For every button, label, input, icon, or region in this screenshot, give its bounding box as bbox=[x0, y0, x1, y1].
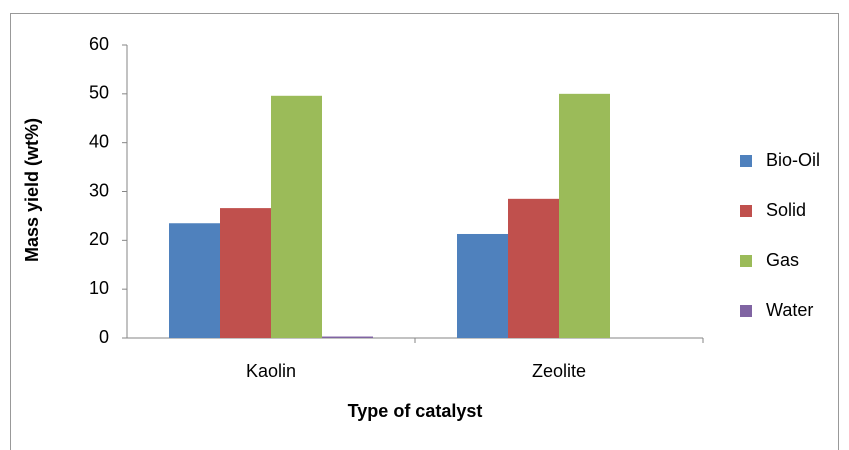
y-tick-label: 40 bbox=[89, 131, 109, 151]
legend-swatch bbox=[740, 255, 752, 267]
x-tick-label: Kaolin bbox=[246, 361, 296, 381]
y-tick-label: 50 bbox=[89, 83, 109, 103]
bar bbox=[322, 336, 373, 338]
legend-label: Water bbox=[766, 300, 813, 320]
bar bbox=[508, 198, 559, 338]
x-axis-title: Type of catalyst bbox=[348, 401, 483, 421]
chart-border bbox=[10, 13, 839, 450]
bar bbox=[169, 223, 220, 338]
legend-label: Gas bbox=[766, 250, 799, 270]
y-tick-label: 60 bbox=[89, 34, 109, 54]
legend-swatch bbox=[740, 305, 752, 317]
x-tick-label: Zeolite bbox=[532, 361, 586, 381]
y-tick-label: 20 bbox=[89, 229, 109, 249]
legend-label: Solid bbox=[766, 200, 806, 220]
legend-swatch bbox=[740, 205, 752, 217]
legend-label: Bio-Oil bbox=[766, 150, 820, 170]
y-tick-label: 0 bbox=[99, 327, 109, 347]
y-axis-title: Mass yield (wt%) bbox=[22, 118, 42, 262]
bar bbox=[271, 95, 322, 338]
y-tick-label: 30 bbox=[89, 180, 109, 200]
legend-swatch bbox=[740, 155, 752, 167]
y-tick-label: 10 bbox=[89, 278, 109, 298]
bar bbox=[559, 93, 610, 338]
bar bbox=[220, 208, 271, 338]
bar bbox=[457, 233, 508, 338]
